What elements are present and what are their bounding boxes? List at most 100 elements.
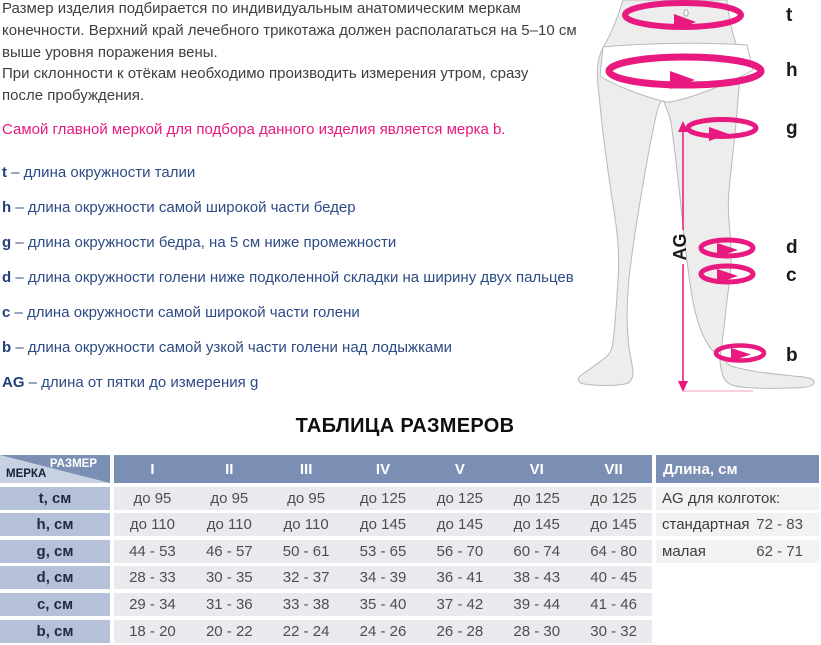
figure-label-g: g xyxy=(786,118,798,139)
column-header-3: III xyxy=(299,460,313,478)
length-row-standard: стандартная 72 - 83 xyxy=(656,513,819,537)
cell-d-7: 40 - 45 xyxy=(590,569,637,587)
cell-d-1: 28 - 33 xyxy=(129,569,176,587)
cell-t-6: до 125 xyxy=(513,489,560,507)
cell-b-7: 30 - 32 xyxy=(590,622,637,640)
row-values-d: 28 - 33 30 - 35 32 - 37 34 - 39 36 - 41 … xyxy=(114,566,652,590)
definition-ag: AG – длина от пятки до измерения g xyxy=(2,365,642,400)
definition-letter-ag: AG xyxy=(2,374,25,391)
length-standard-value: 72 - 83 xyxy=(756,516,803,534)
length-panel-subtitle: AG для колготок: xyxy=(662,489,781,507)
row-label-t: t, см xyxy=(0,486,110,510)
legs-diagram-svg: AG t h g d c b xyxy=(577,0,815,392)
table-row-d: d, см 28 - 33 30 - 35 32 - 37 34 - 39 36… xyxy=(0,566,652,590)
definition-h: h – длина окружности самой широкой части… xyxy=(2,190,642,225)
definition-letter-d: d xyxy=(2,269,12,286)
cell-d-5: 36 - 41 xyxy=(436,569,484,587)
circumference-arrow-g-icon xyxy=(685,117,759,141)
table-row-g: g, см 44 - 53 46 - 57 50 - 61 53 - 65 56… xyxy=(0,539,652,563)
cell-g-3: 50 - 61 xyxy=(282,542,330,560)
circumference-arrow-b-icon xyxy=(713,343,767,363)
definition-text-d: – длина окружности голени ниже подколенн… xyxy=(15,269,574,286)
cell-b-3: 22 - 24 xyxy=(282,622,330,640)
cell-t-5: до 125 xyxy=(436,489,484,507)
cell-c-2: 31 - 36 xyxy=(205,595,253,613)
cell-c-4: 35 - 40 xyxy=(359,595,407,613)
cell-g-1: 44 - 53 xyxy=(129,542,176,560)
cell-c-5: 37 - 42 xyxy=(436,595,484,613)
ag-dimension-label: AG xyxy=(670,234,690,261)
cell-h-5: до 145 xyxy=(436,516,484,534)
navel-mark xyxy=(683,9,689,17)
definition-b: b – длина окружности самой узкой части г… xyxy=(2,330,642,365)
cell-g-6: 60 - 74 xyxy=(513,542,561,560)
figure-label-h: h xyxy=(786,60,798,81)
cell-b-1: 18 - 20 xyxy=(129,622,176,640)
cell-h-3: до 110 xyxy=(283,516,329,534)
row-gap xyxy=(110,592,114,616)
column-header-1: I xyxy=(150,460,155,478)
cell-t-1: до 95 xyxy=(133,489,172,507)
row-gap xyxy=(110,513,114,537)
measurement-definitions-list: t – длина окружности талии h – длина окр… xyxy=(2,155,642,400)
definition-g: g – длина окружности бедра, на 5 см ниже… xyxy=(2,225,642,260)
cell-h-7: до 145 xyxy=(590,516,637,534)
definition-d: d – длина окружности голени ниже подколе… xyxy=(2,260,642,295)
cell-c-1: 29 - 34 xyxy=(129,595,176,613)
row-gap xyxy=(110,486,114,510)
column-header-4: IV xyxy=(375,460,391,478)
figure-label-d: d xyxy=(786,237,798,258)
figure-label-b: b xyxy=(786,345,798,366)
circumference-arrow-d-icon xyxy=(698,237,756,259)
cell-b-2: 20 - 22 xyxy=(205,622,253,640)
cell-h-1: до 110 xyxy=(129,516,176,534)
row-label-d: d, см xyxy=(0,566,110,590)
column-header-6: VI xyxy=(529,460,544,478)
cell-c-7: 41 - 46 xyxy=(590,595,637,613)
size-table-corner-cell: РАЗМЕР МЕРКА xyxy=(0,455,110,483)
row-label-c: c, см xyxy=(0,592,110,616)
intro-paragraph-fitting: Размер изделия подбирается по индивидуал… xyxy=(2,0,577,61)
row-values-g: 44 - 53 46 - 57 50 - 61 53 - 65 56 - 70 … xyxy=(114,539,652,563)
cell-g-4: 53 - 65 xyxy=(359,542,407,560)
size-table-title: ТАБЛИЦА РАЗМЕРОВ xyxy=(295,415,515,437)
cell-d-4: 34 - 39 xyxy=(359,569,407,587)
length-panel-subtitle-row: AG для колготок: xyxy=(656,486,819,510)
table-row-b: b, см 18 - 20 20 - 22 22 - 24 24 - 26 26… xyxy=(0,619,652,643)
cell-c-6: 39 - 44 xyxy=(513,595,561,613)
legs-measurement-diagram: AG t h g d c b xyxy=(575,0,821,420)
cell-d-3: 32 - 37 xyxy=(282,569,330,587)
definition-letter-t: t xyxy=(2,164,7,181)
cell-b-6: 28 - 30 xyxy=(513,622,561,640)
cell-g-2: 46 - 57 xyxy=(205,542,253,560)
definition-letter-b: b xyxy=(2,339,12,356)
table-row-t: t, см до 95 до 95 до 95 до 125 до 125 до… xyxy=(0,486,652,510)
column-header-7: VII xyxy=(604,460,623,478)
cell-t-7: до 125 xyxy=(590,489,637,507)
definition-text-h: – длина окружности самой широкой части б… xyxy=(15,199,356,216)
row-values-b: 18 - 20 20 - 22 22 - 24 24 - 26 26 - 28 … xyxy=(114,619,652,643)
definition-text-t: – длина окружности талии xyxy=(11,164,196,181)
cell-t-2: до 95 xyxy=(210,489,249,507)
corner-label-merka: МЕРКА xyxy=(6,468,47,480)
intro-paragraph-edema: При склонности к отёкам необходимо произ… xyxy=(2,65,529,104)
definition-text-c: – длина окружности самой широкой части г… xyxy=(14,304,360,321)
column-header-5: V xyxy=(454,460,465,478)
cell-c-3: 33 - 38 xyxy=(282,595,330,613)
length-short-value: 62 - 71 xyxy=(756,542,803,560)
row-values-t: до 95 до 95 до 95 до 125 до 125 до 125 д… xyxy=(114,486,652,510)
figure-label-t: t xyxy=(786,5,793,26)
intro-paragraph-main-measure: Самой главной меркой для подбора данного… xyxy=(2,121,506,138)
cell-h-6: до 145 xyxy=(513,516,560,534)
circumference-arrow-c-icon xyxy=(698,263,756,285)
circumference-arrow-h-icon xyxy=(605,53,765,89)
column-header-2: II xyxy=(225,460,234,478)
definition-text-g: – длина окружности бедра, на 5 см ниже п… xyxy=(15,234,397,251)
row-label-g: g, см xyxy=(0,539,110,563)
cell-b-5: 26 - 28 xyxy=(436,622,484,640)
row-gap xyxy=(110,619,114,643)
cell-d-6: 38 - 43 xyxy=(513,569,561,587)
definition-c: c – длина окружности самой широкой части… xyxy=(2,295,642,330)
length-short-label: малая xyxy=(662,542,706,560)
